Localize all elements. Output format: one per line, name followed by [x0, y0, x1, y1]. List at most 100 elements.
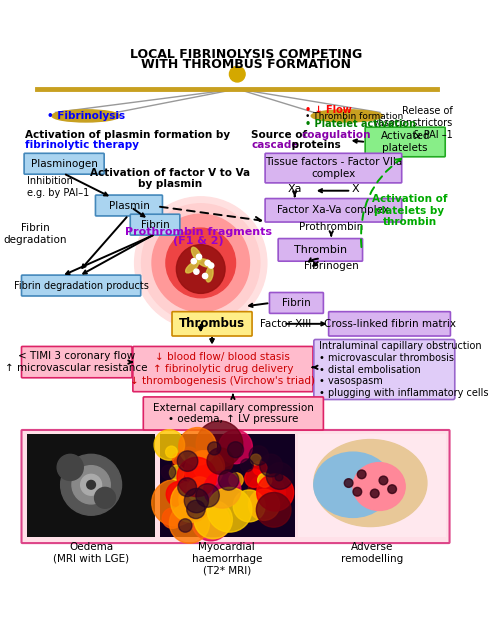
Circle shape	[171, 482, 211, 522]
Circle shape	[185, 451, 223, 489]
Circle shape	[258, 473, 272, 487]
Circle shape	[370, 489, 379, 498]
FancyBboxPatch shape	[96, 195, 162, 216]
Text: Activated
platelets: Activated platelets	[380, 131, 430, 153]
Circle shape	[178, 447, 200, 469]
Text: • Platelet activation: • Platelet activation	[305, 119, 416, 129]
Circle shape	[61, 454, 122, 515]
Text: Cross-linked fibrin matrix: Cross-linked fibrin matrix	[323, 319, 456, 329]
Circle shape	[166, 482, 191, 507]
Ellipse shape	[186, 262, 198, 273]
Ellipse shape	[192, 247, 201, 261]
Circle shape	[177, 451, 198, 471]
Ellipse shape	[314, 439, 427, 526]
Circle shape	[219, 430, 253, 464]
Circle shape	[57, 454, 83, 480]
Circle shape	[177, 245, 225, 293]
FancyBboxPatch shape	[27, 434, 155, 537]
Text: Thrombin: Thrombin	[294, 245, 347, 255]
FancyBboxPatch shape	[298, 434, 446, 537]
Circle shape	[233, 490, 265, 522]
Circle shape	[260, 454, 283, 477]
Ellipse shape	[311, 110, 383, 122]
Text: WITH THROMBUS FORMATION: WITH THROMBUS FORMATION	[141, 58, 351, 71]
Text: Release of
vasoconstrictors
& PAI –1: Release of vasoconstrictors & PAI –1	[373, 106, 453, 140]
Circle shape	[207, 487, 252, 532]
Text: Intraluminal capillary obstruction
• microvascular thrombosis
• distal embolisat: Intraluminal capillary obstruction • mic…	[319, 341, 488, 398]
Circle shape	[257, 474, 294, 511]
Circle shape	[196, 421, 243, 468]
Circle shape	[253, 461, 267, 475]
Circle shape	[218, 470, 239, 490]
Circle shape	[248, 474, 285, 511]
FancyBboxPatch shape	[278, 238, 363, 261]
Circle shape	[152, 480, 198, 526]
Text: Prothrombin: Prothrombin	[299, 222, 363, 232]
Text: X: X	[352, 184, 360, 194]
Circle shape	[179, 483, 213, 516]
Text: Factor XIII: Factor XIII	[260, 319, 311, 329]
Text: Fibrinogen: Fibrinogen	[304, 260, 359, 270]
Text: LOCAL FIBRINOLYSIS COMPETING: LOCAL FIBRINOLYSIS COMPETING	[130, 47, 362, 61]
Text: • Fibrinolysis: • Fibrinolysis	[47, 111, 125, 121]
FancyBboxPatch shape	[22, 346, 132, 378]
Circle shape	[161, 465, 176, 479]
Circle shape	[240, 459, 254, 471]
Circle shape	[173, 453, 185, 465]
Text: External capillary compression
• oedema, ↑ LV pressure: External capillary compression • oedema,…	[153, 403, 314, 424]
Circle shape	[179, 519, 192, 532]
Circle shape	[209, 263, 214, 268]
Text: Myocardial
haemorrhage
(T2* MRI): Myocardial haemorrhage (T2* MRI)	[192, 542, 262, 575]
Text: Xa: Xa	[287, 184, 302, 194]
Circle shape	[388, 485, 396, 494]
FancyBboxPatch shape	[265, 198, 402, 222]
FancyBboxPatch shape	[328, 312, 450, 336]
Text: Oedema
(MRI with LGE): Oedema (MRI with LGE)	[53, 542, 129, 564]
Text: (F1 & 2): (F1 & 2)	[173, 236, 223, 246]
Circle shape	[267, 463, 293, 489]
Text: Inhibition
e.g. by PAI–1: Inhibition e.g. by PAI–1	[27, 176, 89, 198]
Ellipse shape	[198, 258, 213, 267]
Circle shape	[193, 451, 224, 482]
Circle shape	[141, 204, 260, 322]
Ellipse shape	[52, 110, 120, 122]
Circle shape	[196, 483, 219, 507]
Circle shape	[227, 442, 243, 458]
Circle shape	[353, 487, 362, 496]
Circle shape	[203, 274, 208, 279]
Circle shape	[248, 489, 280, 520]
Circle shape	[162, 508, 183, 528]
Text: Tissue factors - Factor VIIa
complex: Tissue factors - Factor VIIa complex	[265, 157, 402, 179]
Circle shape	[250, 454, 261, 465]
Circle shape	[135, 197, 267, 329]
Text: Plasminogen: Plasminogen	[31, 159, 98, 169]
FancyBboxPatch shape	[314, 339, 455, 399]
Circle shape	[249, 446, 269, 465]
Circle shape	[170, 503, 209, 544]
Circle shape	[229, 473, 243, 487]
Text: fibrinolytic therapy: fibrinolytic therapy	[25, 140, 139, 150]
Circle shape	[207, 448, 233, 474]
Circle shape	[178, 478, 197, 497]
Text: Activation of factor V to Va
by plasmin: Activation of factor V to Va by plasmin	[90, 167, 250, 190]
Text: Plasmin: Plasmin	[109, 200, 149, 210]
Text: Fibrin: Fibrin	[141, 220, 170, 229]
Text: Fibrin
degradation: Fibrin degradation	[4, 224, 67, 245]
Circle shape	[172, 455, 197, 480]
FancyBboxPatch shape	[270, 293, 323, 313]
Circle shape	[205, 260, 210, 265]
FancyBboxPatch shape	[22, 275, 141, 296]
Circle shape	[196, 254, 202, 260]
Circle shape	[165, 446, 177, 458]
Circle shape	[177, 458, 216, 497]
Text: Activation of
platelets by
thrombin: Activation of platelets by thrombin	[372, 194, 447, 228]
Text: • ↓ Flow: • ↓ Flow	[305, 105, 352, 115]
Circle shape	[204, 471, 241, 508]
Circle shape	[87, 480, 96, 489]
Circle shape	[95, 487, 116, 508]
Text: Adverse
remodelling: Adverse remodelling	[341, 542, 403, 564]
Circle shape	[208, 442, 221, 455]
Circle shape	[379, 476, 388, 485]
Circle shape	[170, 465, 184, 480]
Circle shape	[187, 477, 212, 502]
